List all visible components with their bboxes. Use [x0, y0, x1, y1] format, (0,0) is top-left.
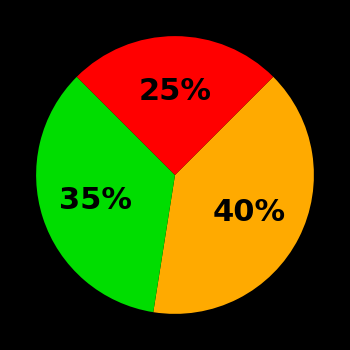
Text: 25%: 25% [139, 77, 211, 106]
Text: 35%: 35% [59, 186, 132, 215]
Text: 40%: 40% [213, 198, 286, 228]
Wedge shape [36, 77, 175, 312]
Wedge shape [77, 36, 273, 175]
Wedge shape [153, 77, 314, 314]
